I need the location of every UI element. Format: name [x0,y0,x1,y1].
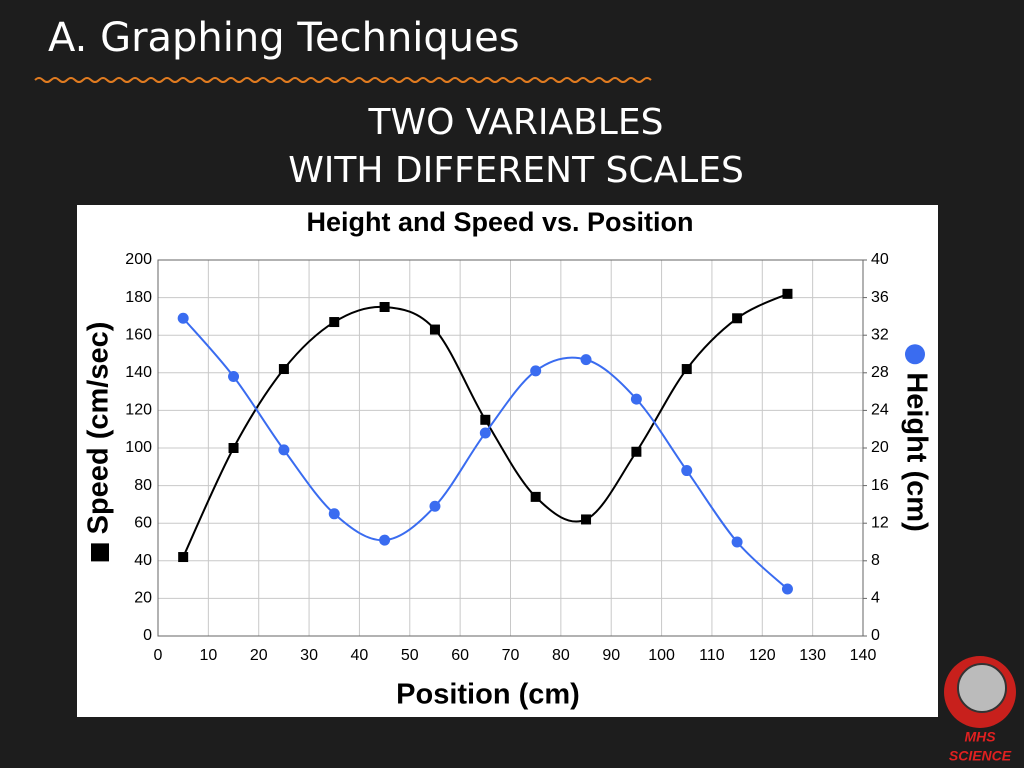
slide-title: A. Graphing Techniques [48,15,520,61]
marker [379,534,391,546]
x-tick-label: 130 [799,647,826,664]
y2-tick-label: 12 [871,514,889,531]
marker [479,427,491,439]
marker [278,444,290,456]
marker [429,324,440,335]
marker [177,312,189,324]
y-tick-label: 100 [125,439,152,456]
marker [178,552,189,563]
y-tick-label: 0 [143,627,152,644]
logo-face [957,663,1007,713]
y-axis-label: Speed (cm/sec) [83,322,115,535]
marker [278,364,289,375]
y2-tick-label: 36 [871,289,889,306]
y2-axis-label: Height (cm) [900,372,932,532]
chart-panel [77,205,938,717]
logo: MHS SCIENCE [944,656,1016,764]
marker [581,514,592,525]
x-tick-label: 10 [199,647,217,664]
marker [732,313,743,324]
x-tick-label: 80 [552,647,570,664]
x-tick-label: 50 [401,647,419,664]
x-tick-label: 60 [451,647,469,664]
y-tick-label: 120 [125,402,152,419]
marker [379,302,390,312]
plot: 0 10 20 30 40 50 60 70 80 90 100 110 120 130 140020406… [83,251,933,664]
marker [480,414,491,425]
logo-text: MHS [964,729,996,745]
y-tick-label: 80 [134,477,152,494]
marker [631,446,642,457]
marker [681,364,692,375]
slide-subtitle: TWO VARIABLES [368,102,664,143]
x-tick-label: 110 [699,647,725,664]
legend-marker [91,543,109,562]
marker [328,508,340,520]
x-tick-label: 90 [602,647,620,664]
x-tick-label: 30 [300,647,318,664]
y-tick-label: 140 [125,364,152,381]
legend-marker [905,344,925,365]
marker [580,354,592,366]
y2-tick-label: 20 [871,439,889,456]
plot-frame [157,259,864,637]
x-tick-label: 70 [502,647,520,664]
y2-tick-label: 32 [871,326,889,343]
marker [782,288,793,299]
y2-tick-label: 40 [871,251,889,268]
marker [681,465,693,477]
legend-entry: Speed (cm/sec) [83,322,115,562]
x-tick-label: 40 [351,647,369,664]
x-tick-label: 0 [154,647,163,664]
y2-tick-label: 24 [871,402,889,419]
y-tick-label: 200 [125,251,152,268]
slide-subtitle: WITH DIFFERENT SCALES [288,150,744,191]
y2-tick-label: 8 [871,552,880,569]
marker [630,393,642,405]
marker [530,365,542,377]
title-underline [34,77,652,83]
y-tick-label: 180 [125,289,152,306]
marker [781,583,793,595]
y-tick-label: 60 [134,514,152,531]
chart-title: Height and Speed vs. Position [306,207,693,237]
y2-tick-label: 16 [871,477,889,494]
y2-tick-label: 28 [871,364,889,381]
x-tick-label: 20 [250,647,268,664]
y2-tick-label: 4 [871,590,880,607]
y-tick-label: 160 [125,326,152,343]
legend-entry: Height (cm) [900,344,932,532]
marker [429,500,441,512]
marker [329,317,340,328]
x-tick-label: 140 [850,647,877,664]
x-axis-label: Position (cm) [396,679,580,711]
x-tick-label: 100 [648,647,675,664]
marker [530,491,541,502]
marker [731,536,743,548]
y-tick-label: 20 [134,590,152,607]
y2-tick-label: 0 [871,627,880,644]
logo-text: SCIENCE [949,748,1012,764]
x-tick-label: 120 [749,647,776,664]
marker [228,371,240,383]
marker [228,443,239,453]
y-tick-label: 40 [134,552,152,569]
